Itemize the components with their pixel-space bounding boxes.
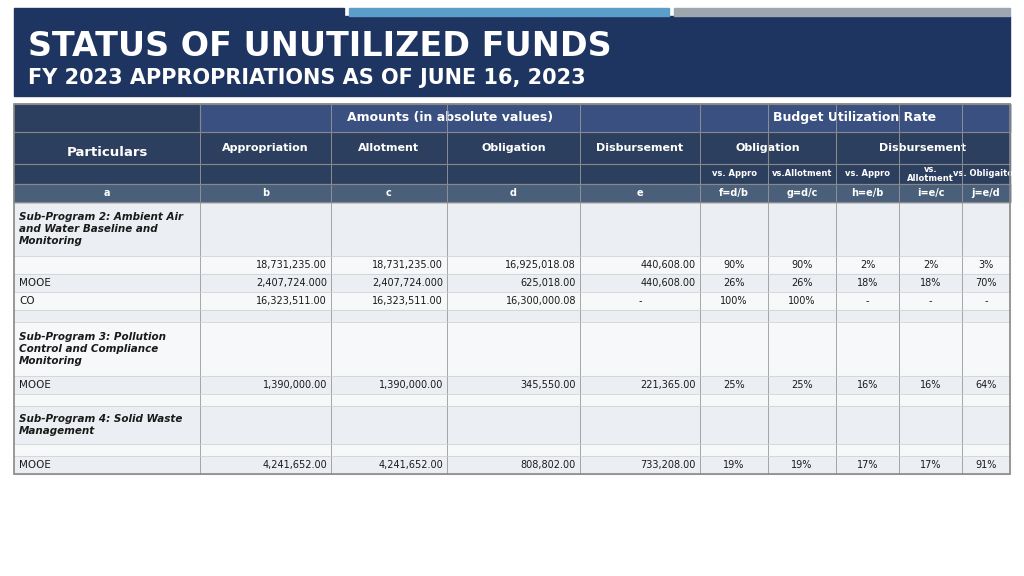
Text: MOOE: MOOE [19,278,51,288]
Text: 440,608.00: 440,608.00 [641,260,696,270]
Text: -: - [865,296,869,306]
Text: 4,241,652.00: 4,241,652.00 [378,460,443,470]
Text: 17%: 17% [857,460,879,470]
Text: j=e/d: j=e/d [972,188,1000,198]
Text: 18,731,235.00: 18,731,235.00 [372,260,443,270]
Text: e: e [637,188,643,198]
Text: 733,208.00: 733,208.00 [641,460,696,470]
Text: -: - [638,296,642,306]
Text: c: c [386,188,392,198]
Bar [14,274,1010,292]
Text: MOOE: MOOE [19,460,51,470]
Text: 25%: 25% [792,380,813,390]
Text: 808,802.00: 808,802.00 [521,460,575,470]
Text: 70%: 70% [975,278,996,288]
Text: vs.Allotment: vs.Allotment [772,169,833,179]
Text: Sub-Program 4: Solid Waste
Management: Sub-Program 4: Solid Waste Management [19,414,182,436]
Bar [14,184,1010,202]
Bar [14,104,1010,202]
Text: a: a [103,188,111,198]
Bar [14,16,1010,96]
Text: 2%: 2% [923,260,938,270]
Text: 19%: 19% [723,460,744,470]
Text: 3%: 3% [978,260,993,270]
Text: Budget Utilization Rate: Budget Utilization Rate [773,112,937,124]
Text: 19%: 19% [792,460,813,470]
Text: 221,365.00: 221,365.00 [640,380,696,390]
Text: g=d/c: g=d/c [786,188,818,198]
Text: vs.
Allotment: vs. Allotment [907,165,954,183]
Text: STATUS OF UNUTILIZED FUNDS: STATUS OF UNUTILIZED FUNDS [28,30,611,63]
Bar [700,104,1010,132]
Bar [14,456,1010,474]
Text: vs. Obligaiton: vs. Obligaiton [953,169,1019,179]
Bar [14,310,1010,322]
Text: 91%: 91% [975,460,996,470]
Text: 2,407,724.000: 2,407,724.000 [256,278,327,288]
Bar [14,202,1010,566]
Text: 16%: 16% [857,380,879,390]
Text: 1,390,000.00: 1,390,000.00 [379,380,443,390]
Bar [14,8,344,16]
Text: Obligation: Obligation [735,143,801,153]
Text: 4,241,652.00: 4,241,652.00 [262,460,327,470]
Text: 1,390,000.00: 1,390,000.00 [262,380,327,390]
Text: 100%: 100% [720,296,748,306]
Text: CO: CO [19,296,35,306]
Text: FY 2023 APPROPRIATIONS AS OF JUNE 16, 2023: FY 2023 APPROPRIATIONS AS OF JUNE 16, 20… [28,68,586,88]
Text: Disbursement: Disbursement [880,143,967,153]
Bar [14,444,1010,456]
Text: 345,550.00: 345,550.00 [520,380,575,390]
Text: 625,018.00: 625,018.00 [520,278,575,288]
Text: 16,323,511.00: 16,323,511.00 [373,296,443,306]
Text: 25%: 25% [723,380,744,390]
Text: 18%: 18% [857,278,879,288]
Text: -: - [929,296,932,306]
Text: 16,323,511.00: 16,323,511.00 [256,296,327,306]
Text: Disbursement: Disbursement [596,143,684,153]
Text: Particulars: Particulars [67,146,147,160]
Text: Amounts (in absolute values): Amounts (in absolute values) [347,112,553,124]
Bar [200,104,700,132]
Text: 17%: 17% [920,460,941,470]
Text: vs. Appro: vs. Appro [845,169,890,179]
Text: f=d/b: f=d/b [719,188,749,198]
Text: 26%: 26% [723,278,744,288]
Bar [14,202,1010,256]
Text: Obligation: Obligation [481,143,546,153]
Bar [14,322,1010,376]
Text: Sub-Program 2: Ambient Air
and Water Baseline and
Monitoring: Sub-Program 2: Ambient Air and Water Bas… [19,212,183,246]
Text: 440,608.00: 440,608.00 [641,278,696,288]
Text: 90%: 90% [792,260,813,270]
Text: b: b [262,188,269,198]
Text: Sub-Program 3: Pollution
Control and Compliance
Monitoring: Sub-Program 3: Pollution Control and Com… [19,332,166,366]
Bar [14,104,1010,474]
Text: h=e/b: h=e/b [851,188,884,198]
Bar [349,8,669,16]
Text: 18%: 18% [920,278,941,288]
Bar [14,376,1010,394]
Text: 90%: 90% [723,260,744,270]
Text: i=e/c: i=e/c [916,188,944,198]
Text: 26%: 26% [792,278,813,288]
Text: 2%: 2% [860,260,876,270]
Text: 2,407,724.000: 2,407,724.000 [372,278,443,288]
Bar [14,256,1010,274]
Text: vs. Appro: vs. Appro [712,169,757,179]
Text: Allotment: Allotment [358,143,420,153]
Bar [674,8,1010,16]
Bar [14,394,1010,406]
Text: 16,300,000.08: 16,300,000.08 [506,296,575,306]
Bar [14,292,1010,310]
Text: Appropriation: Appropriation [222,143,309,153]
Text: d: d [510,188,517,198]
Text: 16,925,018.08: 16,925,018.08 [505,260,575,270]
Text: 16%: 16% [920,380,941,390]
Bar [14,406,1010,444]
Text: -: - [984,296,988,306]
Text: 18,731,235.00: 18,731,235.00 [256,260,327,270]
Text: MOOE: MOOE [19,380,51,390]
Text: 64%: 64% [975,380,996,390]
Text: 100%: 100% [788,296,816,306]
